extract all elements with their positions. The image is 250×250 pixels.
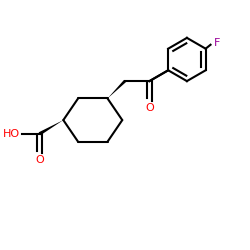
Polygon shape (108, 80, 126, 98)
Polygon shape (39, 120, 63, 135)
Text: HO: HO (3, 129, 20, 139)
Text: F: F (214, 38, 220, 48)
Text: O: O (35, 155, 44, 165)
Text: O: O (145, 103, 154, 113)
